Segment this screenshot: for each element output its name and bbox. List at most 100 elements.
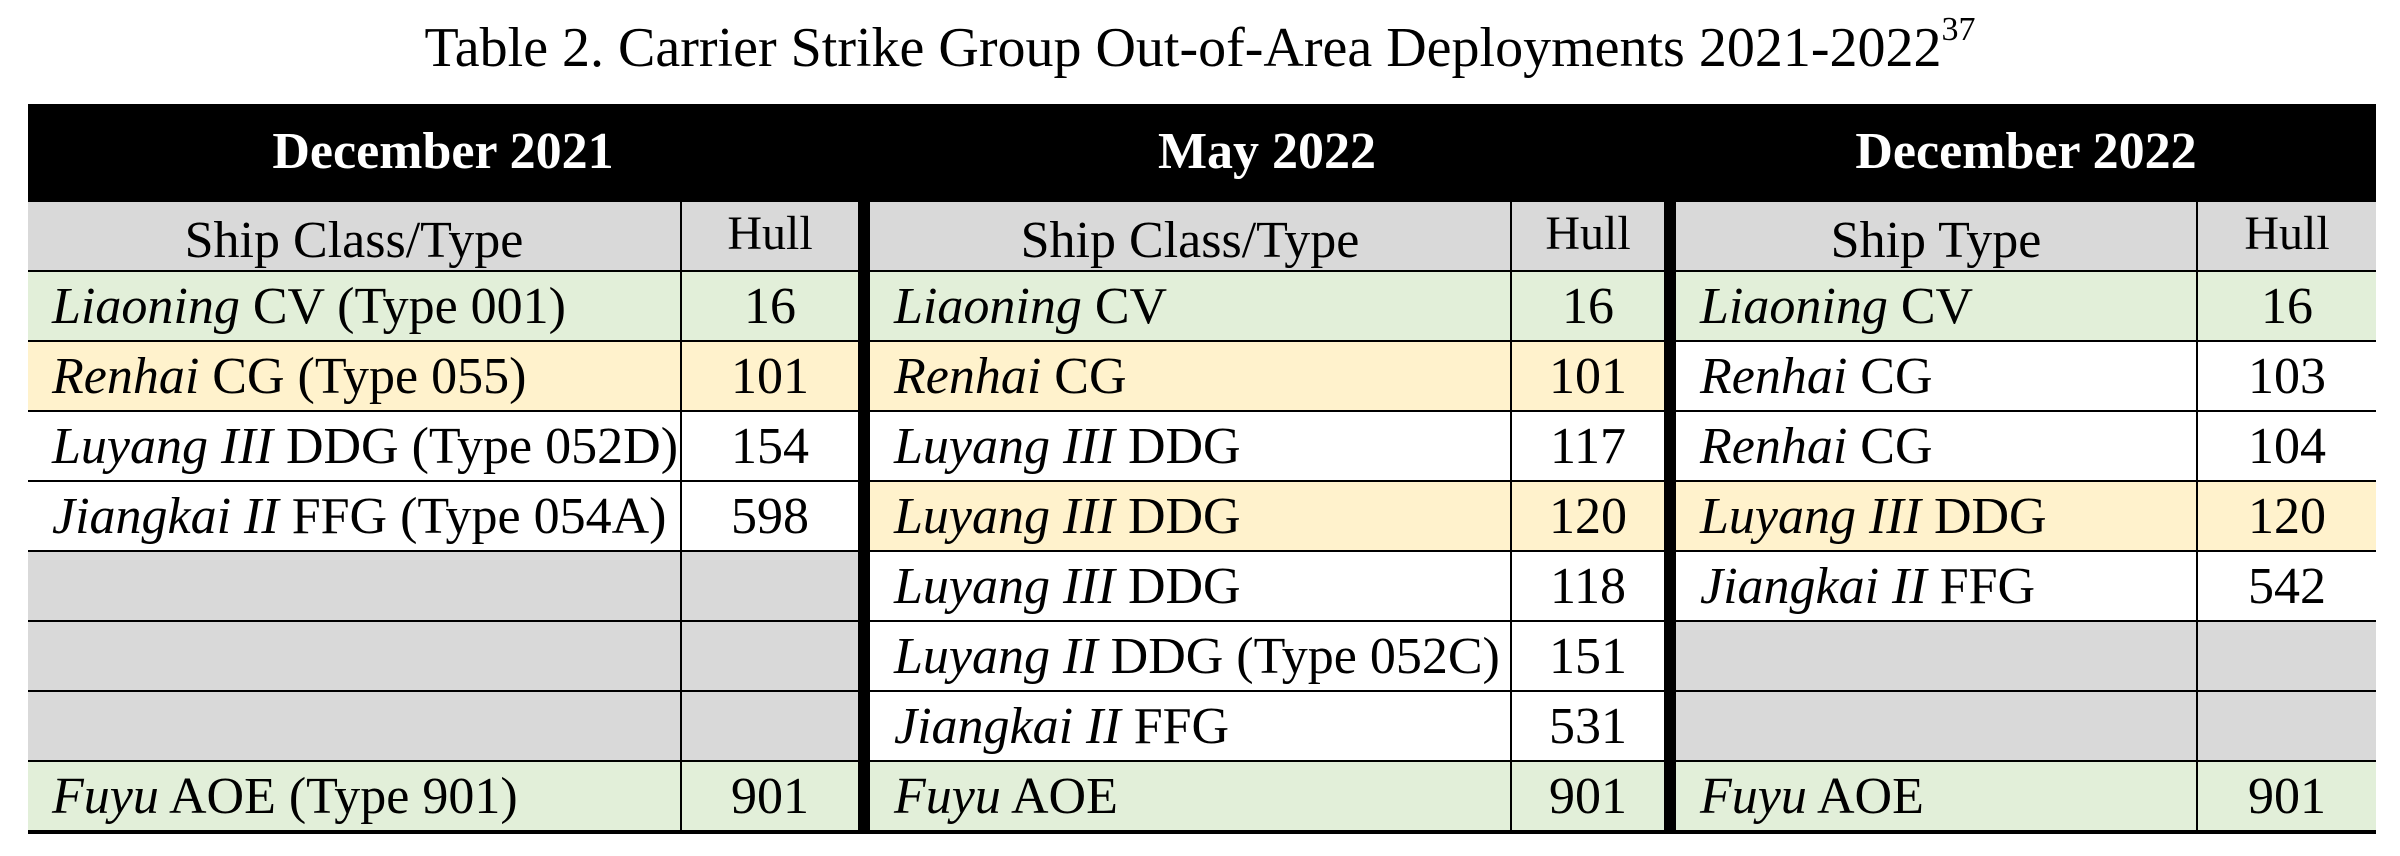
ship-designation: DDG <box>1114 417 1241 475</box>
ship-designation: DDG <box>1920 487 2047 545</box>
ship-name: Fuyu <box>894 767 1001 825</box>
hull-cell: 901 <box>2198 762 2376 830</box>
ship-designation: DDG (Type 052D) <box>272 417 679 475</box>
ship-name: Luyang III <box>894 417 1115 475</box>
hull-cell: 16 <box>2198 272 2376 340</box>
hull-cell: 120 <box>1512 482 1664 550</box>
ship-cell: Renhai CG <box>1676 412 2196 480</box>
ship-name: Liaoning <box>894 277 1082 335</box>
ship-cell: Renhai CG <box>1676 342 2196 410</box>
hull-cell: 117 <box>1512 412 1664 480</box>
ship-cell <box>28 552 680 620</box>
ship-designation: CV <box>1887 277 1974 335</box>
ship-cell: Luyang II DDG (Type 052C) <box>870 622 1510 690</box>
ship-designation: CG <box>1847 417 1933 475</box>
ship-cell: Fuyu AOE (Type 901) <box>28 762 680 830</box>
ship-name: Renhai <box>1700 347 1848 405</box>
ship-designation: CG <box>1847 347 1933 405</box>
ship-designation: CG <box>1041 347 1127 405</box>
ship-cell: Luyang III DDG <box>870 412 1510 480</box>
ship-designation: FFG <box>1120 697 1230 755</box>
ship-cell <box>1676 622 2196 690</box>
hull-cell <box>682 552 858 620</box>
column-header-hull: Hull <box>682 202 858 270</box>
ship-cell <box>28 622 680 690</box>
ship-cell: Jiangkai II FFG <box>1676 552 2196 620</box>
hull-cell <box>682 622 858 690</box>
table-title-text: Table 2. Carrier Strike Group Out-of-Are… <box>424 17 1942 79</box>
ship-name: Renhai <box>52 347 200 405</box>
group-2: December 2022 Ship Type Hull Liaoning CV 16 R… <box>1676 104 2376 834</box>
ship-designation: AOE <box>1806 767 1924 825</box>
ship-name: Renhai <box>894 347 1042 405</box>
hull-cell: 154 <box>682 412 858 480</box>
ship-name: Luyang III <box>894 557 1115 615</box>
ship-name: Fuyu <box>1700 767 1807 825</box>
hull-cell: 901 <box>682 762 858 830</box>
ship-name: Jiangkai II <box>894 697 1121 755</box>
ship-cell: Luyang III DDG <box>1676 482 2196 550</box>
ship-cell: Renhai CG <box>870 342 1510 410</box>
ship-designation: DDG <box>1114 487 1241 545</box>
ship-name: Renhai <box>1700 417 1848 475</box>
group-heading: December 2021 <box>272 123 614 180</box>
column-header-ship: Ship Class/Type <box>28 202 680 270</box>
ship-name: Liaoning <box>1700 277 1888 335</box>
group-0: December 2021 Ship Class/Type Hull Liaoning… <box>28 104 858 834</box>
ship-designation: CG (Type 055) <box>199 347 527 405</box>
hull-cell: 120 <box>2198 482 2376 550</box>
hull-cell <box>682 692 858 760</box>
ship-name: Liaoning <box>52 277 240 335</box>
column-header-ship: Ship Class/Type <box>870 202 1510 270</box>
ship-designation: FFG (Type 054A) <box>278 487 667 545</box>
ship-designation: DDG <box>1114 557 1241 615</box>
ship-name: Luyang III <box>1700 487 1921 545</box>
hull-cell: 16 <box>682 272 858 340</box>
group-1: May 2022 Ship Class/Type Hull Liaoning CV 16… <box>870 104 1664 834</box>
hull-cell <box>2198 692 2376 760</box>
ship-cell: Luyang III DDG (Type 052D) <box>28 412 680 480</box>
ship-cell <box>1676 692 2196 760</box>
hull-cell: 151 <box>1512 622 1664 690</box>
hull-cell <box>2198 622 2376 690</box>
ship-cell: Jiangkai II FFG (Type 054A) <box>28 482 680 550</box>
ship-name: Jiangkai II <box>52 487 279 545</box>
hull-cell: 103 <box>2198 342 2376 410</box>
hull-cell: 101 <box>1512 342 1664 410</box>
group-heading: December 2022 <box>1855 123 2197 180</box>
hull-cell: 901 <box>1512 762 1664 830</box>
ship-cell: Fuyu AOE <box>1676 762 2196 830</box>
ship-designation: AOE (Type 901) <box>158 767 518 825</box>
hull-cell: 16 <box>1512 272 1664 340</box>
ship-designation: CV <box>1081 277 1168 335</box>
ship-cell: Luyang III DDG <box>870 552 1510 620</box>
ship-name: Luyang III <box>894 487 1115 545</box>
ship-designation: AOE <box>1000 767 1118 825</box>
column-header-hull: Hull <box>1512 202 1664 270</box>
table-title: Table 2. Carrier Strike Group Out-of-Are… <box>0 8 2400 88</box>
ship-name: Luyang II <box>894 627 1098 685</box>
ship-cell: Luyang III DDG <box>870 482 1510 550</box>
ship-name: Fuyu <box>52 767 159 825</box>
hull-cell: 101 <box>682 342 858 410</box>
ship-name: Jiangkai II <box>1700 557 1927 615</box>
ship-cell: Liaoning CV <box>870 272 1510 340</box>
group-heading: May 2022 <box>1157 123 1377 180</box>
footnote-ref: 37 <box>1941 11 1976 48</box>
column-header-ship: Ship Type <box>1676 202 2196 270</box>
ship-designation: CV (Type 001) <box>239 277 566 335</box>
ship-cell: Fuyu AOE <box>870 762 1510 830</box>
ship-designation: FFG <box>1926 557 2036 615</box>
ship-name: Luyang III <box>52 417 273 475</box>
deployments-table: December 2021 Ship Class/Type Hull Liaoning… <box>28 104 2376 834</box>
ship-cell: Renhai CG (Type 055) <box>28 342 680 410</box>
hull-cell: 542 <box>2198 552 2376 620</box>
column-header-hull: Hull <box>2198 202 2376 270</box>
ship-cell: Liaoning CV (Type 001) <box>28 272 680 340</box>
hull-cell: 598 <box>682 482 858 550</box>
ship-cell: Liaoning CV <box>1676 272 2196 340</box>
ship-cell <box>28 692 680 760</box>
hull-cell: 104 <box>2198 412 2376 480</box>
hull-cell: 118 <box>1512 552 1664 620</box>
hull-cell: 531 <box>1512 692 1664 760</box>
